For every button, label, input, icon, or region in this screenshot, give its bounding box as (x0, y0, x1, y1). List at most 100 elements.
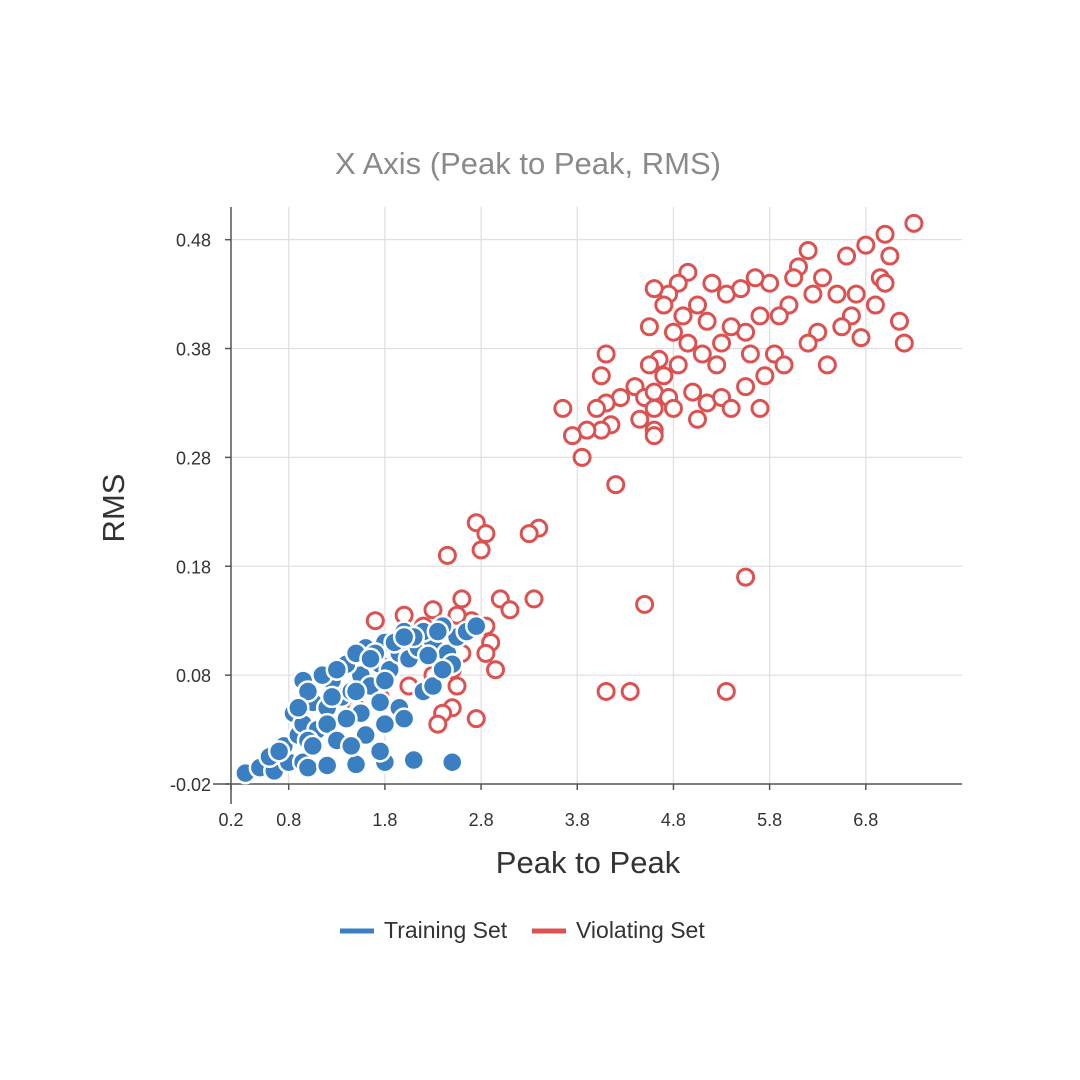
violating-point (702, 273, 722, 293)
violating-point (596, 344, 616, 364)
violating-point (591, 366, 611, 386)
training-point (320, 685, 344, 709)
violating-point (524, 589, 544, 609)
grid (231, 207, 962, 784)
legend-label-violating: Violating Set (576, 917, 705, 943)
y-axis-title: RMS (96, 474, 131, 543)
violating-point (596, 681, 616, 701)
violating-point (803, 284, 823, 304)
x-tick-label: 0.8 (276, 810, 301, 830)
y-tick-label: 0.48 (176, 231, 211, 251)
x-tick-label: 5.8 (757, 810, 782, 830)
axes (213, 207, 962, 804)
training-point (296, 756, 320, 779)
legend: Training Set Violating Set (340, 917, 705, 943)
violating-point (673, 306, 693, 326)
violating-point (865, 295, 885, 315)
violating-point (856, 235, 876, 255)
violating-point (447, 676, 467, 696)
violating-point (663, 398, 683, 418)
violating-point (721, 317, 741, 337)
training-point (421, 674, 445, 698)
violating-point (630, 409, 650, 429)
violating-point (654, 295, 674, 315)
y-tick-label: 0.38 (176, 340, 211, 360)
x-axis-title: Peak to Peak (496, 845, 681, 880)
violating-point (769, 306, 789, 326)
training-point (315, 754, 339, 777)
violating-point (620, 681, 640, 701)
y-tick-label: 0.28 (176, 448, 211, 468)
training-point (373, 669, 397, 692)
violating-point (697, 311, 717, 331)
violating-point (875, 224, 895, 244)
violating-point (486, 660, 506, 680)
violating-point (813, 268, 833, 288)
violating-point (692, 344, 712, 364)
training-point (426, 620, 450, 643)
training-point (416, 644, 440, 667)
training-point (315, 712, 339, 736)
violating-point (798, 333, 818, 353)
training-point (373, 712, 397, 736)
violating-point (832, 317, 852, 337)
training-point (392, 707, 416, 730)
violating-point (683, 382, 703, 402)
y-tick-label: 0.18 (176, 557, 211, 577)
training-point (287, 696, 310, 720)
violating-point (639, 355, 659, 375)
violating-point (452, 589, 472, 609)
violating-point (639, 317, 659, 337)
violating-point (644, 426, 664, 446)
violating-point (889, 311, 909, 331)
violating-point (644, 398, 664, 418)
legend-label-training: Training Set (384, 917, 508, 943)
x-axis-ticks: 0.2 0.8 1.8 2.8 3.8 4.8 5.8 6.8 (218, 784, 878, 830)
legend-item-violating[interactable]: Violating Set (532, 917, 705, 943)
training-point (402, 748, 425, 772)
violating-point (740, 344, 760, 364)
training-set-points (234, 614, 488, 785)
training-point (359, 647, 382, 671)
x-tick-label: 3.8 (565, 810, 590, 830)
violating-point (736, 567, 756, 587)
violating-point (774, 355, 794, 375)
violating-point (500, 600, 520, 620)
violating-point (587, 398, 606, 418)
training-point (440, 750, 464, 774)
violating-set-points (346, 213, 924, 734)
violating-point (678, 333, 698, 353)
violating-point (562, 426, 582, 446)
training-point (325, 658, 349, 681)
training-point (296, 680, 320, 703)
violating-point (687, 409, 707, 429)
training-point (431, 658, 454, 681)
training-point (368, 691, 392, 714)
x-tick-label: 1.8 (372, 810, 397, 830)
violating-point (687, 295, 707, 315)
chart-title: X Axis (Peak to Peak, RMS) (335, 146, 721, 181)
violating-point (606, 475, 626, 495)
training-point (392, 625, 416, 649)
violating-point (875, 273, 895, 293)
violating-point (755, 366, 775, 386)
y-tick-label: 0.08 (176, 666, 211, 686)
x-tick-label: 4.8 (661, 810, 686, 830)
violating-point (716, 681, 736, 701)
violating-point (644, 279, 664, 299)
violating-point (572, 447, 592, 467)
violating-point (466, 709, 486, 729)
legend-item-training[interactable]: Training Set (340, 917, 508, 943)
violating-point (750, 398, 770, 418)
violating-point (553, 398, 573, 418)
violating-point (437, 545, 457, 565)
violating-point (447, 605, 467, 625)
training-point (344, 680, 368, 703)
violating-point (423, 600, 443, 620)
x-tick-label: 0.2 (218, 810, 243, 830)
violating-point (365, 611, 385, 631)
y-axis-ticks: -0.02 0.08 0.18 0.28 0.38 0.48 (170, 231, 231, 795)
training-point (339, 734, 363, 758)
y-tick-label: -0.02 (170, 775, 211, 795)
